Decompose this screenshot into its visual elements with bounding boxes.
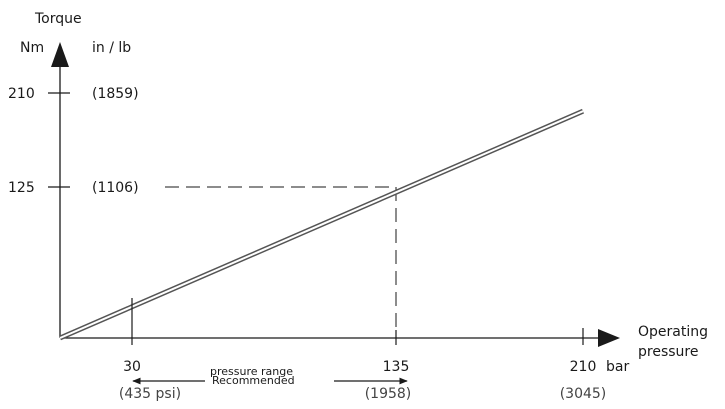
series-line bbox=[59, 108, 584, 341]
y-axis-title: Torque bbox=[34, 11, 82, 27]
x-axis-title-line1: Operating bbox=[638, 324, 708, 340]
x-axis-unit: bar bbox=[606, 359, 629, 375]
y-axis-unit-right: in / lb bbox=[92, 40, 131, 56]
y-tick-alt-label-210: (1859) bbox=[92, 86, 139, 102]
x-tick-alt-label-30: (435 psi) bbox=[119, 386, 181, 402]
y-tick-label-210: 210 bbox=[8, 86, 35, 102]
y-axis-unit-left: Nm bbox=[20, 40, 44, 56]
x-tick-alt-label-210: (3045) bbox=[560, 386, 607, 402]
x-axis-arrow-icon bbox=[598, 329, 620, 347]
range-annotation-line2: Recommended bbox=[212, 374, 295, 387]
y-axis-arrow-icon bbox=[51, 42, 69, 67]
y-tick-label-125: 125 bbox=[8, 180, 35, 196]
y-tick-alt-label-125: (1106) bbox=[92, 180, 139, 196]
x-tick-label-210: 210 bbox=[570, 359, 597, 375]
x-tick-label-30: 30 bbox=[123, 359, 141, 375]
series-line-core bbox=[59, 110, 584, 339]
x-axis-title-line2: pressure bbox=[638, 344, 698, 360]
x-tick-alt-label-135: (1958) bbox=[365, 386, 412, 402]
x-tick-label-135: 135 bbox=[383, 359, 410, 375]
range-annotation-line1: pressure range bbox=[210, 365, 293, 378]
